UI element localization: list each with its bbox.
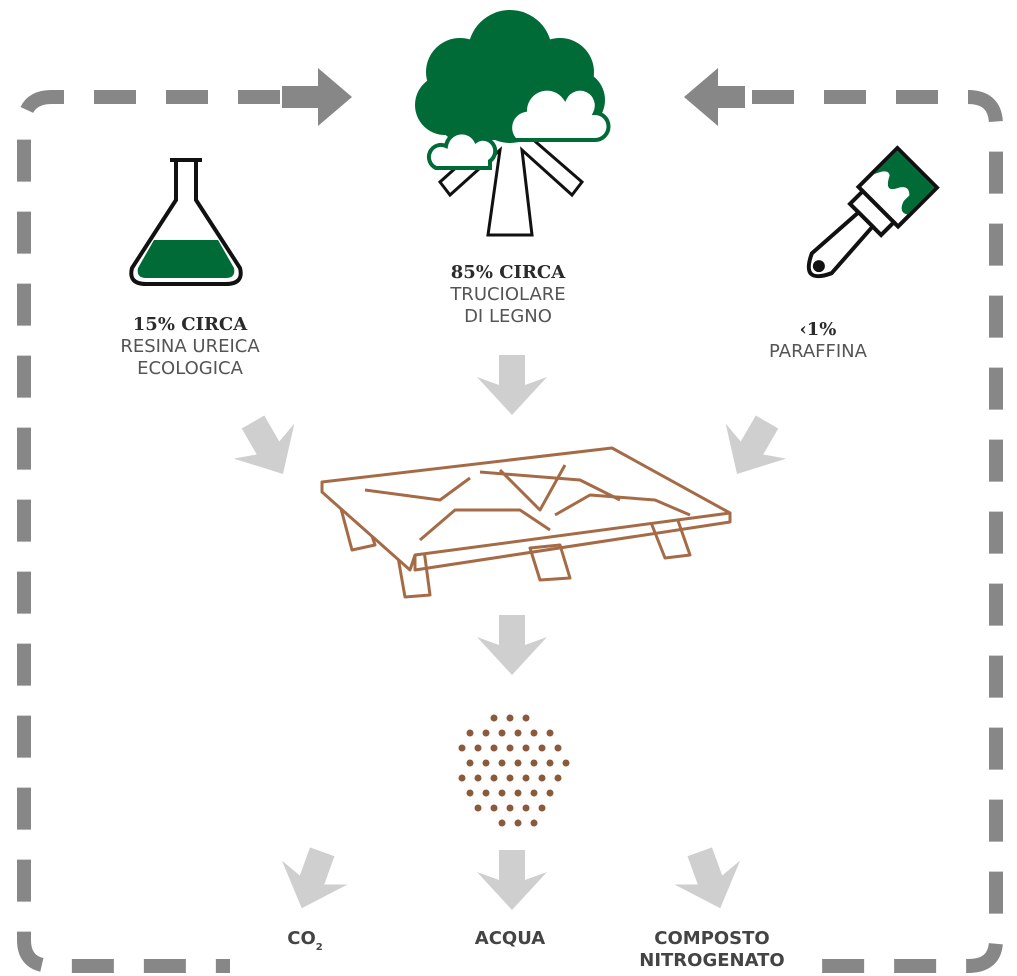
particle: [546, 759, 554, 767]
particle: [482, 789, 490, 797]
cycle-arrow: [282, 68, 352, 126]
particle: [506, 774, 514, 782]
particle: [522, 774, 530, 782]
particle: [514, 759, 522, 767]
particle: [506, 714, 514, 722]
particle: [506, 744, 514, 752]
flask-icon: [129, 158, 243, 286]
particle: [482, 729, 490, 737]
particle: [466, 759, 474, 767]
particle: [546, 729, 554, 737]
particle: [538, 744, 546, 752]
particle: [530, 819, 538, 827]
output-label: COMPOSTO: [654, 928, 769, 949]
particle: [498, 759, 506, 767]
particle: [522, 744, 530, 752]
node-label: ‹1% PARAFFINA: [769, 319, 868, 362]
node-line: PARAFFINA: [769, 341, 868, 362]
node-line: ECOLOGICA: [137, 358, 243, 379]
particle: [538, 774, 546, 782]
particle: [458, 744, 466, 752]
paintbrush-icon: [806, 145, 940, 279]
particle: [490, 804, 498, 812]
particle: [546, 789, 554, 797]
particle: [530, 729, 538, 737]
output-text: CO: [287, 928, 316, 949]
particle: [562, 759, 570, 767]
particle: [482, 759, 490, 767]
particle: [538, 804, 546, 812]
node-label: 15% CIRCA RESINA UREICA ECOLOGICA: [120, 314, 260, 379]
node-label: 85% CIRCA TRUCIOLARE DI LEGNO: [449, 262, 566, 327]
particle: [554, 774, 562, 782]
particle: [498, 729, 506, 737]
particle: [530, 789, 538, 797]
node-title: 15% CIRCA: [133, 314, 248, 335]
particle: [498, 819, 506, 827]
node-line: TRUCIOLARE: [449, 284, 565, 305]
cycle-border: [17, 90, 1003, 973]
particle: [554, 744, 562, 752]
particle: [474, 774, 482, 782]
particles: [458, 714, 570, 827]
node-line: RESINA UREICA: [120, 336, 260, 357]
particle: [490, 744, 498, 752]
cycle-arrow: [684, 68, 745, 126]
node-title: 85% CIRCA: [451, 262, 566, 283]
flow-arrows: [222, 355, 798, 921]
particle: [522, 714, 530, 722]
node-line: DI LEGNO: [464, 306, 552, 327]
particle: [514, 789, 522, 797]
pallet-icon: [320, 446, 732, 599]
particle: [522, 804, 530, 812]
node-title: ‹1%: [800, 319, 837, 340]
output-label: NITROGENATO: [639, 950, 784, 971]
particle: [466, 729, 474, 737]
particle: [530, 759, 538, 767]
particle: [490, 774, 498, 782]
particle: [466, 789, 474, 797]
output-label: ACQUA: [475, 928, 546, 949]
output-subscript: 2: [316, 942, 323, 953]
particle: [490, 714, 498, 722]
tree-icon: [415, 10, 611, 237]
particle: [458, 774, 466, 782]
particle: [514, 819, 522, 827]
particle: [498, 789, 506, 797]
output-label: CO2: [287, 928, 323, 953]
particle: [506, 804, 514, 812]
particle: [474, 744, 482, 752]
particle: [514, 729, 522, 737]
particle: [474, 804, 482, 812]
